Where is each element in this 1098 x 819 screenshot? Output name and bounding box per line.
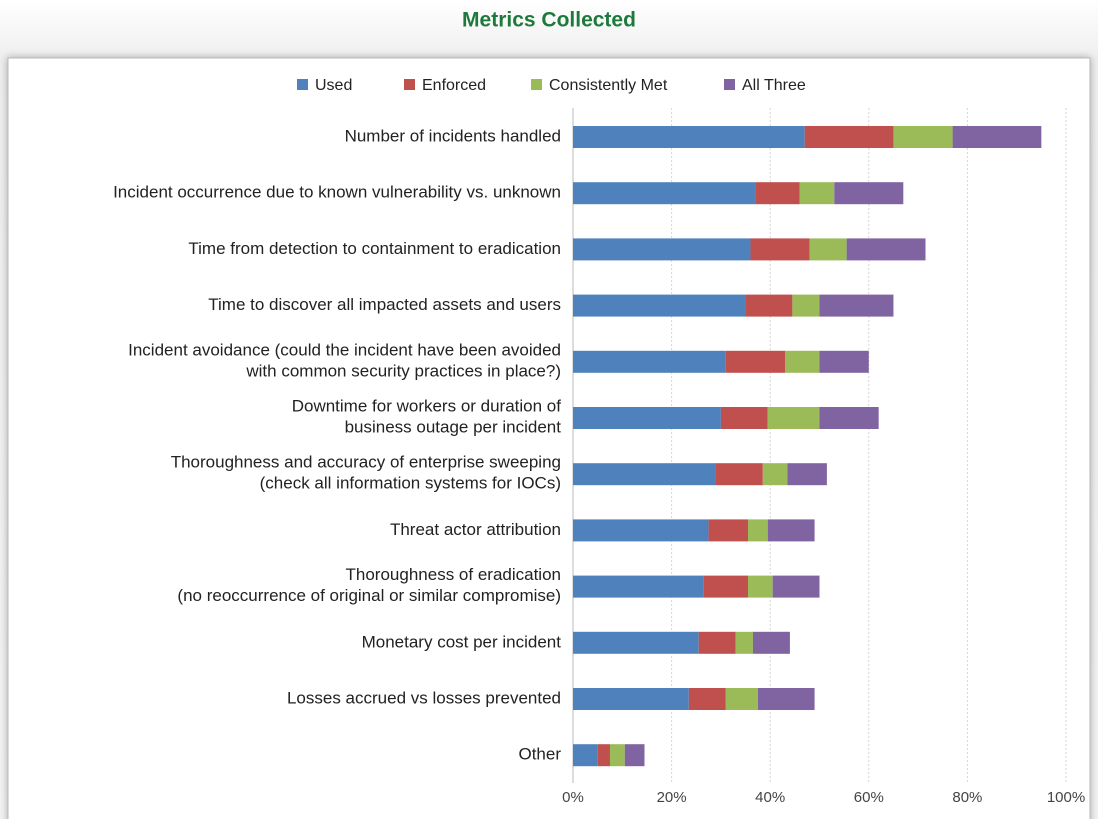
- y-tick-label: Incident occurrence due to known vulnera…: [113, 183, 561, 202]
- bar-segment: [819, 350, 869, 373]
- bar-segment: [787, 463, 827, 486]
- x-tick-label: 0%: [562, 789, 584, 806]
- y-tick-label: Downtime for workers or duration of busin…: [292, 397, 562, 437]
- bar-segment: [573, 575, 704, 598]
- bar-segment: [804, 126, 894, 148]
- bar-segment: [755, 182, 800, 205]
- x-tick-label: 60%: [854, 789, 884, 806]
- bar-segment: [573, 182, 756, 205]
- bar-segment: [698, 631, 736, 654]
- bar-segment: [708, 519, 749, 542]
- bar-segment: [762, 463, 788, 486]
- bar-segment: [688, 688, 726, 710]
- y-tick-label: Losses accrued vs losses prevented: [287, 688, 561, 707]
- bar-segment: [767, 519, 815, 542]
- bar-segment: [715, 463, 763, 486]
- bar-segment: [597, 744, 610, 767]
- bar-segment: [573, 463, 716, 486]
- chart-title: Metrics Collected: [462, 9, 636, 32]
- legend-swatch: [531, 79, 542, 90]
- bar-segment: [720, 407, 768, 429]
- bar-segment: [573, 294, 746, 317]
- y-tick-label: Thoroughness and accuracy of enterprise …: [171, 453, 561, 493]
- bar-segment: [834, 182, 904, 205]
- bar-segment: [573, 126, 805, 148]
- bar-segment: [752, 631, 790, 654]
- y-tick-label: Threat actor attribution: [390, 520, 561, 539]
- bar-segment: [767, 407, 820, 429]
- bar-segment: [748, 575, 773, 598]
- bar-segment: [703, 575, 749, 598]
- legend-label: Used: [315, 77, 352, 94]
- legend-swatch: [404, 79, 415, 90]
- bar-segment: [725, 688, 758, 710]
- chart-frame: [7, 57, 1091, 819]
- bar-segment: [757, 688, 815, 710]
- bar-segment: [784, 350, 820, 373]
- bar-segment: [819, 294, 894, 317]
- bar-segment: [573, 744, 598, 767]
- legend-swatch: [724, 79, 735, 90]
- y-tick-label: Time from detection to containment to er…: [188, 239, 561, 258]
- bar-segment: [735, 631, 753, 654]
- bar-segment: [748, 519, 768, 542]
- x-tick-label: 20%: [657, 789, 687, 806]
- bar-segment: [624, 744, 645, 767]
- bar-segment: [809, 238, 847, 261]
- x-tick-label: 100%: [1047, 789, 1085, 806]
- y-tick-label: Time to discover all impacted assets and…: [208, 295, 561, 314]
- y-tick-label: Other: [518, 745, 561, 764]
- bar-segment: [573, 407, 721, 429]
- bar-segment: [750, 238, 810, 261]
- bar-segment: [819, 407, 879, 429]
- y-tick-label: Monetary cost per incident: [362, 632, 562, 651]
- bar-segment: [573, 688, 689, 710]
- bar-segment: [846, 238, 926, 261]
- bar-segment: [725, 350, 785, 373]
- bar-segment: [772, 575, 820, 598]
- bar-segment: [609, 744, 625, 767]
- x-tick-label: 40%: [755, 789, 785, 806]
- y-tick-label: Thoroughness of eradication (no reoccurre…: [177, 566, 561, 606]
- legend-swatch: [297, 79, 308, 90]
- legend-label: Consistently Met: [549, 77, 668, 94]
- bar-segment: [573, 519, 709, 542]
- bar-segment: [573, 238, 751, 261]
- legend-label: All Three: [742, 77, 806, 94]
- y-tick-label: Number of incidents handled: [345, 126, 561, 145]
- bar-segment: [792, 294, 820, 317]
- bar-segment: [573, 350, 726, 373]
- bar-segment: [573, 631, 699, 654]
- y-tick-label: Incident avoidance (could the incident h…: [128, 341, 561, 381]
- legend-label: Enforced: [422, 77, 486, 94]
- bar-segment: [745, 294, 793, 317]
- x-tick-label: 80%: [952, 789, 982, 806]
- bar-segment: [799, 182, 835, 205]
- bar-segment: [893, 126, 953, 148]
- bar-segment: [952, 126, 1042, 148]
